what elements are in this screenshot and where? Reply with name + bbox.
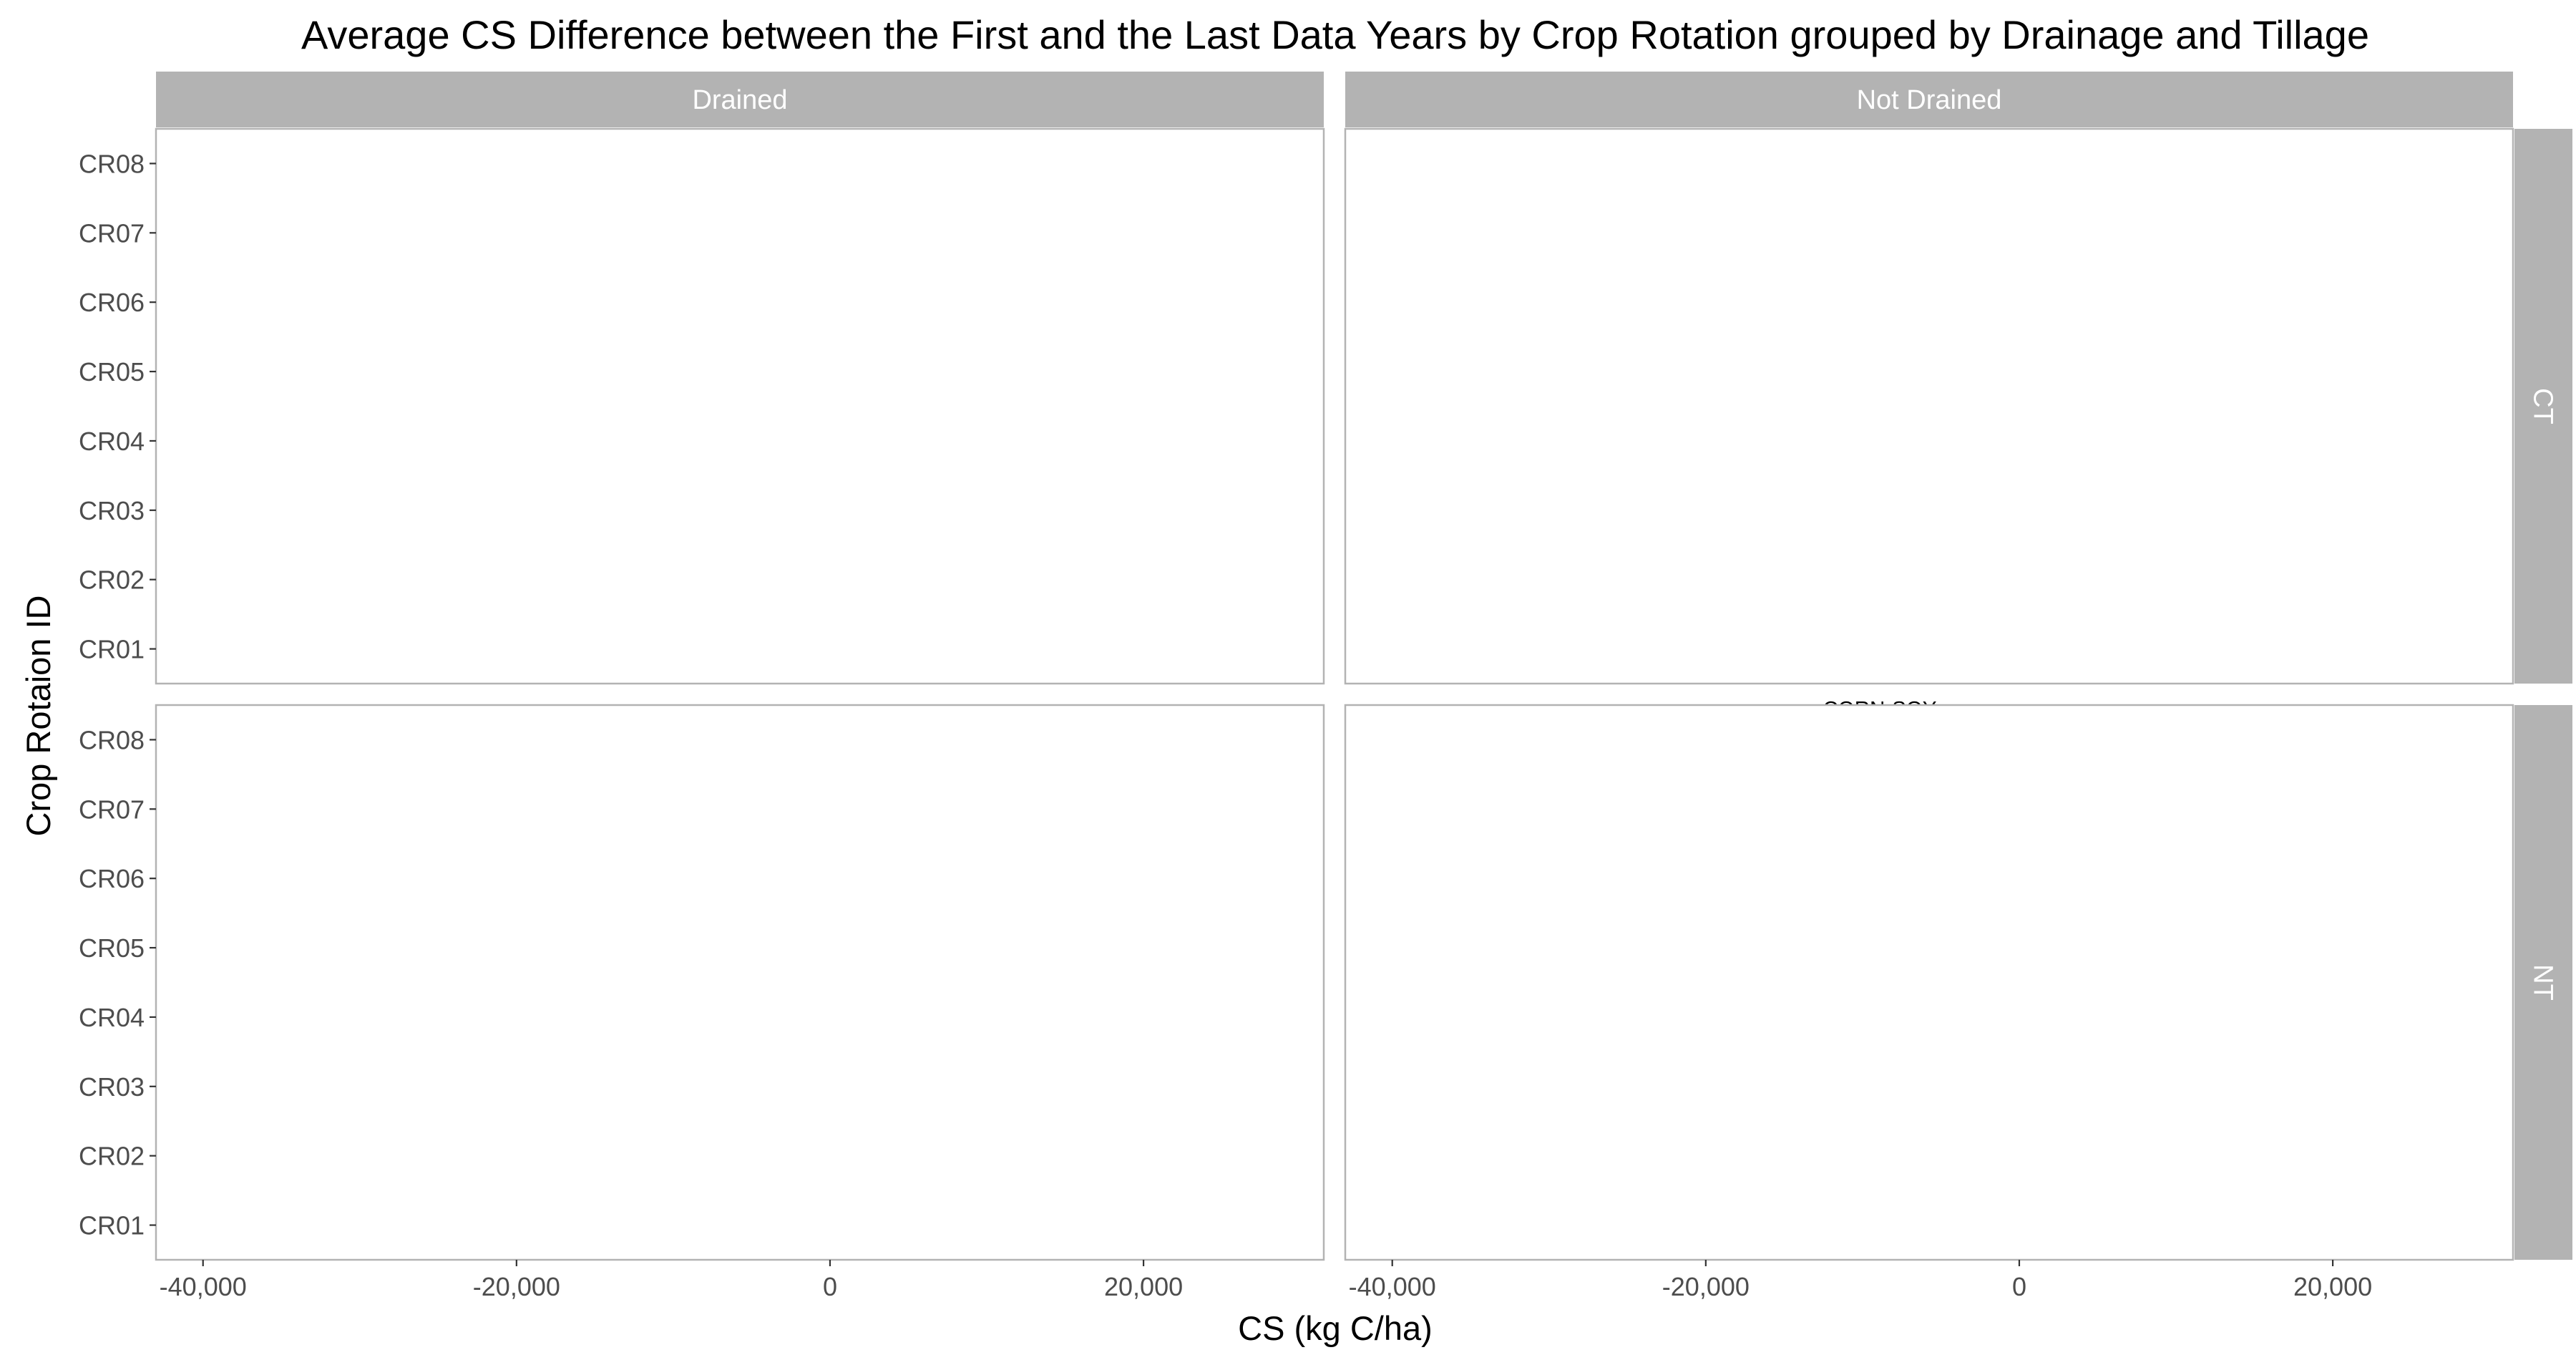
y-tick-label-cr07: CR07 (79, 218, 145, 248)
x-tick-label: -40,000 (1349, 1272, 1436, 1301)
y-tick-label-cr04: CR04 (79, 1003, 145, 1032)
strip-background (156, 72, 1324, 127)
panel-drained-ct: continuousCORNcontinuousSOYCORN-SOYCORN-… (79, 127, 1325, 685)
panel-not-drained-nt: continuousCORNcontinuousSOYcontinuousCOR… (1344, 697, 2514, 1301)
panel-not-drained-ct: continuousCORNcontinuousSOYcontinuousCOR… (1344, 127, 2514, 685)
x-tick-label: -40,000 (160, 1272, 247, 1301)
y-axis-title: Crop Rotaion ID (19, 596, 57, 837)
panel-drained-nt: continuousCORNcontinuousSOYCORN-SOYCORN-… (79, 704, 1325, 1301)
panel-border (155, 127, 1325, 685)
facet-strip-ct: CT (2514, 129, 2572, 684)
x-tick-label: 0 (823, 1272, 837, 1301)
facet-strip-not-drained: Not Drained (1345, 72, 2513, 127)
y-tick-label-cr06: CR06 (79, 864, 145, 893)
chart-title: Average CS Difference between the First … (301, 12, 2369, 57)
x-tick-label: 0 (2012, 1272, 2026, 1301)
panel-border (1344, 127, 2514, 685)
x-axis-title: CS (kg C/ha) (1238, 1309, 1433, 1347)
x-tick-label: 20,000 (2293, 1272, 2372, 1301)
y-tick-label-cr01: CR01 (79, 1211, 145, 1240)
strip-label: Not Drained (1857, 85, 2002, 115)
y-tick-label-cr04: CR04 (79, 427, 145, 456)
panel-border (155, 704, 1325, 1261)
x-tick-label: 20,000 (1104, 1272, 1183, 1301)
facet-strip-drained: Drained (156, 72, 1324, 127)
y-tick-label-cr05: CR05 (79, 933, 145, 963)
x-tick-label: -20,000 (1662, 1272, 1750, 1301)
strip-background (2514, 705, 2572, 1260)
y-tick-label-cr05: CR05 (79, 357, 145, 387)
y-tick-label-cr07: CR07 (79, 795, 145, 824)
x-tick-label: -20,000 (473, 1272, 560, 1301)
y-tick-label-cr03: CR03 (79, 496, 145, 525)
y-tick-label-cr03: CR03 (79, 1072, 145, 1102)
strip-background (1345, 72, 2513, 127)
y-tick-label-cr08: CR08 (79, 725, 145, 754)
y-tick-label-cr08: CR08 (79, 149, 145, 178)
y-tick-label-cr02: CR02 (79, 1142, 145, 1171)
facet-panels: Drained Not Drained CT NT continuousCORNcont… (79, 72, 2572, 1301)
strip-label: NT (2528, 964, 2558, 1001)
strip-label: Drained (692, 85, 787, 115)
strip-background (2514, 129, 2572, 684)
strip-label: CT (2528, 388, 2558, 424)
facet-strip-nt: NT (2514, 705, 2572, 1260)
y-tick-label-cr06: CR06 (79, 288, 145, 317)
y-tick-label-cr01: CR01 (79, 635, 145, 664)
panel-border (1344, 704, 2514, 1261)
y-tick-label-cr02: CR02 (79, 565, 145, 595)
